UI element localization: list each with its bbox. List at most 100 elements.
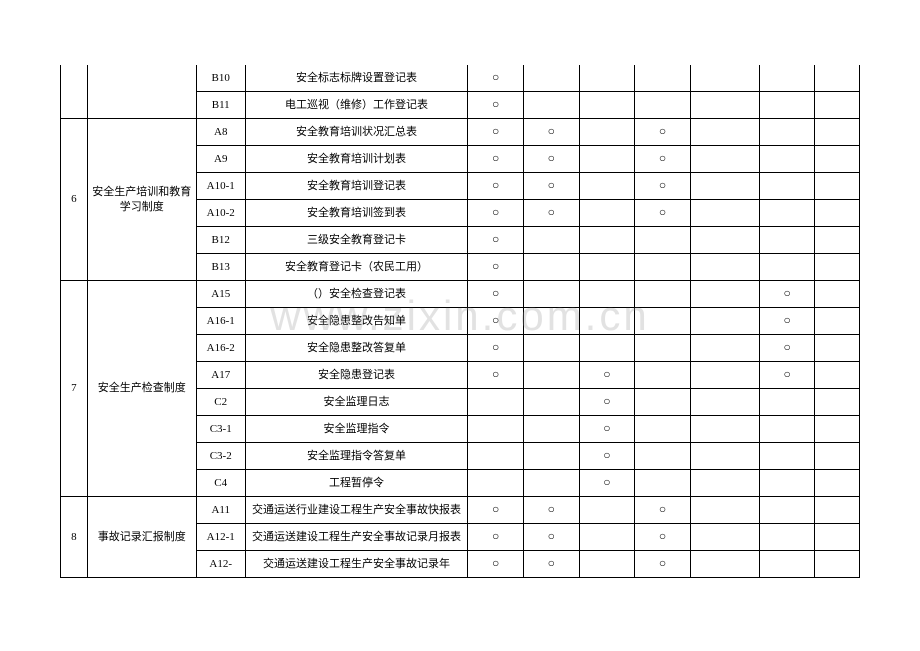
mark-cell: ○	[759, 335, 815, 362]
mark-cell	[759, 146, 815, 173]
mark-cell	[690, 551, 759, 578]
mark-cell: ○	[468, 308, 524, 335]
mark-cell	[815, 443, 860, 470]
name-cell: 安全隐患整改答复单	[245, 335, 468, 362]
mark-cell: ○	[468, 65, 524, 92]
mark-cell	[635, 65, 691, 92]
name-cell: 安全隐患整改告知单	[245, 308, 468, 335]
mark-cell	[815, 551, 860, 578]
mark-cell: ○	[579, 470, 635, 497]
mark-cell	[815, 308, 860, 335]
mark-cell	[815, 146, 860, 173]
mark-cell	[690, 119, 759, 146]
mark-cell	[759, 173, 815, 200]
mark-cell: ○	[635, 497, 691, 524]
code-cell: B12	[196, 227, 245, 254]
name-cell: 安全监理指令	[245, 416, 468, 443]
mark-cell: ○	[759, 362, 815, 389]
mark-cell: ○	[523, 524, 579, 551]
mark-cell	[635, 92, 691, 119]
mark-cell: ○	[468, 227, 524, 254]
code-cell: B10	[196, 65, 245, 92]
code-cell: C2	[196, 389, 245, 416]
mark-cell	[523, 416, 579, 443]
mark-cell	[690, 443, 759, 470]
mark-cell	[815, 335, 860, 362]
mark-cell: ○	[468, 254, 524, 281]
mark-cell	[523, 65, 579, 92]
table-row: B10安全标志标牌设置登记表○	[61, 65, 860, 92]
mark-cell	[690, 389, 759, 416]
mark-cell	[635, 470, 691, 497]
mark-cell	[815, 173, 860, 200]
code-cell: A11	[196, 497, 245, 524]
category-cell: 安全生产检查制度	[87, 281, 196, 497]
code-cell: B11	[196, 92, 245, 119]
mark-cell: ○	[468, 119, 524, 146]
name-cell: 安全教育培训登记表	[245, 173, 468, 200]
code-cell: A10-2	[196, 200, 245, 227]
mark-cell	[579, 65, 635, 92]
code-cell: C3-2	[196, 443, 245, 470]
mark-cell: ○	[635, 524, 691, 551]
mark-cell: ○	[468, 362, 524, 389]
mark-cell	[815, 65, 860, 92]
mark-cell: ○	[635, 119, 691, 146]
mark-cell	[759, 416, 815, 443]
mark-cell: ○	[523, 200, 579, 227]
mark-cell	[523, 308, 579, 335]
mark-cell: ○	[468, 551, 524, 578]
name-cell: 交通运送行业建设工程生产安全事故快报表	[245, 497, 468, 524]
mark-cell	[579, 524, 635, 551]
name-cell: 安全标志标牌设置登记表	[245, 65, 468, 92]
mark-cell	[759, 551, 815, 578]
mark-cell	[759, 200, 815, 227]
table-row: 6安全生产培训和教育学习制度A8安全教育培训状况汇总表○○○	[61, 119, 860, 146]
row-index: 6	[61, 119, 88, 281]
mark-cell	[635, 254, 691, 281]
mark-cell	[759, 443, 815, 470]
mark-cell: ○	[579, 416, 635, 443]
mark-cell	[690, 524, 759, 551]
mark-cell	[759, 92, 815, 119]
code-cell: B13	[196, 254, 245, 281]
mark-cell	[690, 281, 759, 308]
mark-cell	[815, 92, 860, 119]
mark-cell	[690, 497, 759, 524]
mark-cell	[690, 416, 759, 443]
mark-cell	[690, 146, 759, 173]
mark-cell	[635, 443, 691, 470]
mark-cell	[579, 308, 635, 335]
mark-cell	[815, 119, 860, 146]
name-cell: 电工巡视（维修）工作登记表	[245, 92, 468, 119]
mark-cell: ○	[579, 362, 635, 389]
mark-cell: ○	[635, 173, 691, 200]
mark-cell	[579, 173, 635, 200]
code-cell: A8	[196, 119, 245, 146]
mark-cell	[690, 65, 759, 92]
code-cell: C4	[196, 470, 245, 497]
mark-cell	[635, 308, 691, 335]
code-cell: A16-2	[196, 335, 245, 362]
mark-cell: ○	[468, 173, 524, 200]
mark-cell	[759, 497, 815, 524]
mark-cell	[815, 497, 860, 524]
code-cell: A16-1	[196, 308, 245, 335]
row-index	[61, 65, 88, 119]
mark-cell	[759, 470, 815, 497]
name-cell: 交通运送建设工程生产安全事故记录月报表	[245, 524, 468, 551]
mark-cell	[523, 254, 579, 281]
mark-cell	[523, 443, 579, 470]
mark-cell	[759, 389, 815, 416]
mark-cell	[579, 254, 635, 281]
mark-cell	[690, 200, 759, 227]
mark-cell	[579, 119, 635, 146]
mark-cell	[815, 362, 860, 389]
mark-cell	[759, 119, 815, 146]
mark-cell: ○	[523, 173, 579, 200]
mark-cell: ○	[635, 551, 691, 578]
mark-cell	[759, 254, 815, 281]
mark-cell: ○	[468, 335, 524, 362]
mark-cell	[579, 146, 635, 173]
mark-cell	[523, 470, 579, 497]
